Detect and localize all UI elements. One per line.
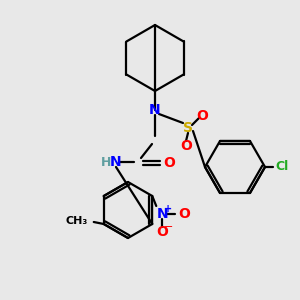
Text: O: O [196,109,208,123]
Text: O: O [156,225,168,239]
Text: CH₃: CH₃ [65,216,88,226]
Text: −: − [164,222,173,232]
Text: +: + [164,204,172,214]
Text: O: O [178,207,190,221]
Text: Cl: Cl [275,160,288,173]
Text: N: N [110,155,122,169]
Text: O: O [180,139,192,153]
Text: N: N [149,103,161,117]
Text: N: N [156,207,168,221]
Text: H: H [101,155,111,169]
Text: O: O [163,156,175,170]
Text: S: S [183,121,193,135]
